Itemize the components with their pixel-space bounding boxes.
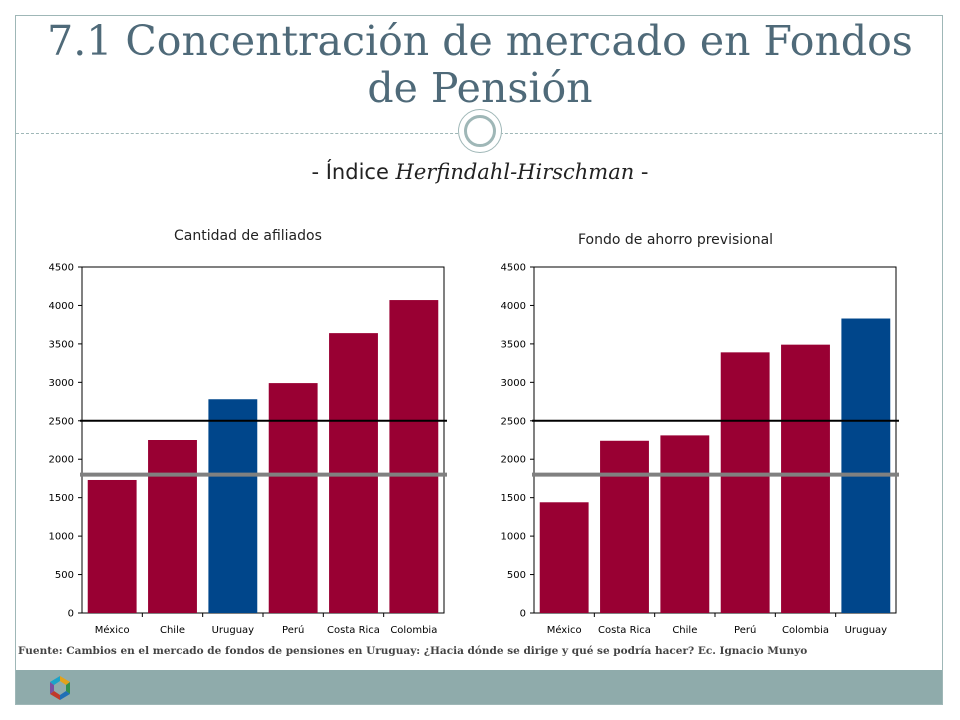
y-tick-label: 4500 [501,263,526,274]
subtitle-suffix: - [634,160,649,184]
y-tick-label: 0 [520,609,526,620]
bar-mexico [539,502,589,613]
x-tick-label-mexico: México [95,624,130,636]
source-note: Fuente: Cambios en el mercado de fondos … [18,645,808,657]
y-tick-label: 2500 [49,416,74,427]
x-tick-label-uruguay: Uruguay [845,625,888,636]
bar-costa-rica [600,440,649,613]
y-tick-label: 4000 [501,301,526,312]
y-tick-label: 2000 [501,455,526,466]
slide-frame [15,15,943,705]
x-tick-label-mexico: México [547,624,582,636]
x-tick-label-chile: Chile [160,625,185,636]
bar-mexico [87,479,137,613]
y-tick-label: 4000 [49,301,74,312]
chart-afiliados: 0 500 1000 1500 2000 2500 3000 3500 4000 4500 Méxi… [49,263,447,636]
divider-ring-ornament [458,109,502,153]
chart-title-afiliados: Cantidad de afiliados [174,228,322,244]
chart-fondo-ahorro: 0 500 1000 1500 2000 2500 3000 3500 4000 4500 Méxi… [501,263,899,636]
subtitle-index-name: Herfindahl-Hirschman [395,160,635,184]
y-tick-label: 3500 [501,339,526,350]
y-tick-label: 1500 [49,493,74,504]
y-tick-label: 500 [507,570,526,581]
bar-peru [268,383,318,613]
bar-uruguay [208,399,258,613]
x-tick-label-uruguay: Uruguay [212,625,255,636]
slide-subtitle: - Índice Herfindahl-Hirschman - [0,160,960,184]
bar-peru [720,352,770,613]
slide-title: 7.1 Concentración de mercado en Fondos d… [47,17,913,112]
y-tick-label: 4500 [49,263,74,274]
x-tick-label-costa-rica: Costa Rica [327,625,380,636]
y-tick-label: 3000 [49,378,74,389]
logo-icon [50,676,70,700]
chart-title-fondo: Fondo de ahorro previsional [578,232,774,248]
x-tick-label-costa-rica: Costa Rica [598,625,651,636]
bar-chile [660,435,710,613]
x-tick-label-peru: Perú [734,624,756,636]
bar-chile [148,440,197,613]
y-tick-label: 2000 [49,455,74,466]
y-tick-label: 1000 [49,532,74,543]
x-tick-label-chile: Chile [672,625,697,636]
x-tick-label-peru: Perú [282,624,304,636]
x-tick-label-colombia: Colombia [390,625,437,636]
footer-bar [16,670,942,704]
y-tick-label: 2500 [501,416,526,427]
y-tick-label: 0 [68,609,74,620]
x-tick-label-colombia: Colombia [782,625,829,636]
y-tick-label: 1000 [501,532,526,543]
y-tick-label: 1500 [501,493,526,504]
y-tick-label: 500 [55,570,74,581]
y-tick-label: 3000 [501,378,526,389]
bar-uruguay [841,318,891,613]
bar-colombia [389,300,439,613]
subtitle-prefix: - Índice [311,160,396,184]
y-tick-label: 3500 [49,339,74,350]
bar-colombia [781,344,830,613]
